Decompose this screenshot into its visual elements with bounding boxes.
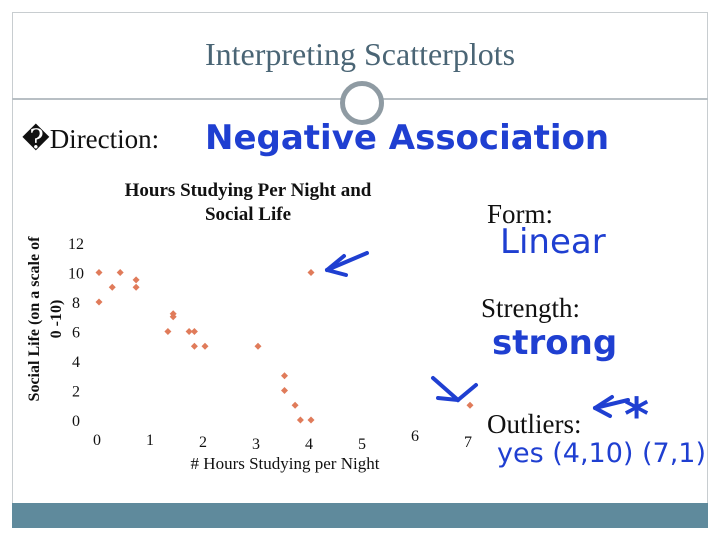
- scatter-point: [169, 313, 177, 321]
- bullet-glyph: �: [22, 124, 50, 154]
- direction-label: �Direction:: [22, 124, 160, 154]
- scatter-point: [132, 283, 140, 291]
- scatter-point: [201, 342, 209, 350]
- slide-footer-bar: [12, 503, 708, 528]
- chart-title-line1: Hours Studying Per Night and: [125, 180, 372, 201]
- scatter-point: [108, 283, 116, 291]
- y-tick-label: 8: [72, 295, 80, 312]
- scatter-point: [95, 269, 103, 276]
- strength-handwriting: strong: [492, 323, 618, 363]
- y-tick-labels: 0 2 4 6 8 10 12: [68, 236, 84, 430]
- x-tick-label: 1: [146, 432, 154, 449]
- scatter-point: [164, 328, 172, 335]
- scatter-point: [296, 416, 304, 424]
- outliers-label: Outliers:: [487, 409, 582, 439]
- x-tick-label: 7: [464, 434, 472, 451]
- data-points: [95, 269, 474, 424]
- scatter-point: [190, 342, 198, 350]
- outliers-handwriting: yes (4,10) (7,1): [497, 438, 707, 469]
- y-tick-label: 0: [72, 413, 80, 430]
- scatter-point: [254, 342, 262, 350]
- direction-handwriting: Negative Association: [205, 118, 610, 158]
- y-tick-label: 2: [72, 384, 80, 401]
- scatter-point: [281, 387, 288, 394]
- x-tick-label: 4: [305, 436, 313, 453]
- y-tick-label: 6: [72, 325, 80, 342]
- y-tick-label: 12: [68, 236, 84, 253]
- y-axis-label-line1: Social Life (on a scale of: [26, 236, 43, 402]
- slide-title: Interpreting Scatterplots: [204, 36, 516, 72]
- check-arrow-icon: [431, 376, 478, 403]
- scatter-point: [116, 269, 124, 276]
- strength-label: Strength:: [481, 293, 580, 323]
- scatter-point: [95, 298, 103, 306]
- y-tick-label: 10: [68, 266, 84, 283]
- y-tick-label: 4: [72, 354, 80, 371]
- scatter-point: [281, 372, 288, 380]
- x-tick-label: 3: [252, 436, 260, 453]
- scatter-point: [190, 328, 198, 335]
- x-tick-label: 2: [199, 434, 207, 451]
- scatter-point: [132, 276, 140, 284]
- form-label: Form:: [487, 199, 554, 229]
- form-handwriting: Linear: [500, 222, 606, 262]
- scatter-point: [291, 401, 299, 409]
- x-tick-labels: 0 1 2 3 4 5 6 7: [93, 428, 472, 453]
- scatter-point: [307, 416, 315, 424]
- y-axis-label-line2: 0 -10): [48, 300, 65, 339]
- pointer-arrow-icon: [593, 395, 630, 418]
- star-icon: *: [624, 388, 650, 444]
- scatter-point: [185, 328, 193, 335]
- scatter-point: [307, 269, 315, 276]
- arrow-icon: [325, 251, 369, 277]
- x-tick-label: 0: [93, 432, 101, 449]
- chart-title-line2: Social Life: [205, 204, 291, 225]
- x-axis-label: # Hours Studying per Night: [191, 454, 380, 473]
- scatter-point: [466, 401, 474, 409]
- x-tick-label: 5: [358, 436, 366, 453]
- x-tick-label: 6: [411, 428, 419, 445]
- title-ring-ornament: [340, 81, 384, 125]
